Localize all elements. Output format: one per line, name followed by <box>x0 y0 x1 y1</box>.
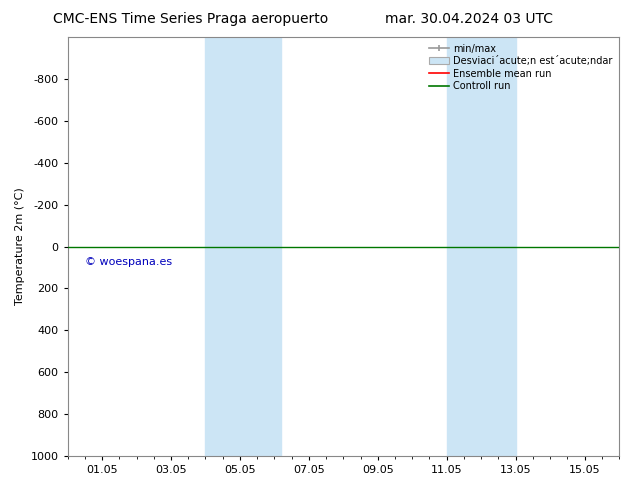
Text: © woespana.es: © woespana.es <box>85 257 172 267</box>
Bar <box>205 37 281 456</box>
Text: CMC-ENS Time Series Praga aeropuerto: CMC-ENS Time Series Praga aeropuerto <box>53 12 328 26</box>
Y-axis label: Temperature 2m (°C): Temperature 2m (°C) <box>15 188 25 305</box>
Text: mar. 30.04.2024 03 UTC: mar. 30.04.2024 03 UTC <box>385 12 553 26</box>
Legend: min/max, Desviaci´acute;n est´acute;ndar, Ensemble mean run, Controll run: min/max, Desviaci´acute;n est´acute;ndar… <box>427 42 614 93</box>
Bar <box>447 37 515 456</box>
